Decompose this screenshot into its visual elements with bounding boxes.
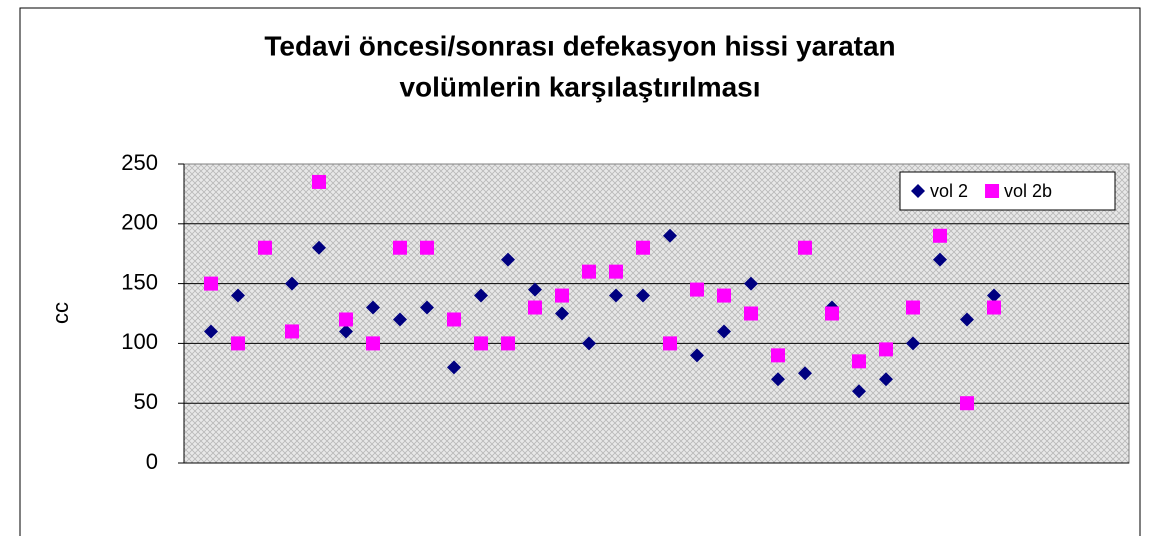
point bbox=[258, 240, 272, 255]
point bbox=[609, 264, 623, 279]
point bbox=[879, 342, 893, 357]
point bbox=[231, 336, 245, 351]
point bbox=[501, 336, 515, 351]
point bbox=[771, 348, 785, 363]
point bbox=[879, 372, 893, 387]
y-tick-label: 200 bbox=[121, 210, 158, 235]
point bbox=[393, 240, 407, 255]
point bbox=[906, 336, 920, 351]
point bbox=[204, 324, 218, 339]
point bbox=[231, 288, 245, 303]
point bbox=[609, 288, 623, 303]
point bbox=[987, 288, 1001, 303]
point bbox=[420, 300, 434, 315]
point bbox=[690, 282, 704, 297]
point bbox=[744, 276, 758, 291]
point bbox=[366, 336, 380, 351]
legend-marker bbox=[985, 184, 1000, 198]
point bbox=[987, 300, 1001, 315]
point bbox=[339, 324, 353, 339]
point bbox=[717, 288, 731, 303]
point bbox=[798, 240, 812, 255]
point bbox=[582, 264, 596, 279]
point bbox=[366, 300, 380, 315]
point bbox=[825, 306, 839, 321]
point bbox=[555, 288, 569, 303]
point bbox=[474, 336, 488, 351]
point bbox=[906, 300, 920, 315]
y-tick-label: 0 bbox=[146, 449, 158, 474]
point bbox=[285, 276, 299, 291]
point bbox=[933, 252, 947, 267]
point bbox=[960, 396, 974, 411]
chart-title: Tedavi öncesi/sonrası defekasyon hissi y… bbox=[264, 30, 895, 61]
point bbox=[663, 228, 677, 243]
point bbox=[636, 240, 650, 255]
chart-title: volümlerin karşılaştırılması bbox=[399, 71, 760, 102]
y-tick-label: 50 bbox=[134, 389, 158, 414]
point bbox=[690, 348, 704, 363]
point bbox=[798, 366, 812, 381]
point bbox=[285, 324, 299, 339]
point bbox=[204, 276, 218, 291]
point bbox=[420, 240, 434, 255]
legend-label: vol 2b bbox=[1004, 181, 1052, 201]
point bbox=[852, 384, 866, 399]
point bbox=[474, 288, 488, 303]
point bbox=[636, 288, 650, 303]
point bbox=[555, 306, 569, 321]
point bbox=[933, 228, 947, 243]
point bbox=[582, 336, 596, 351]
point bbox=[528, 300, 542, 315]
y-tick-label: 150 bbox=[121, 269, 158, 294]
point bbox=[339, 312, 353, 327]
point bbox=[447, 312, 461, 327]
point bbox=[663, 336, 677, 351]
point bbox=[501, 252, 515, 267]
point bbox=[960, 312, 974, 327]
point bbox=[717, 324, 731, 339]
y-tick-label: 250 bbox=[121, 150, 158, 175]
legend-marker bbox=[911, 184, 925, 198]
point bbox=[528, 282, 542, 297]
point bbox=[852, 354, 866, 369]
point bbox=[393, 312, 407, 327]
legend-label: vol 2 bbox=[930, 181, 968, 201]
point bbox=[744, 306, 758, 321]
legend-box bbox=[899, 171, 1116, 211]
y-tick-label: 100 bbox=[121, 329, 158, 354]
y-axis-label: cc bbox=[48, 302, 73, 324]
point bbox=[447, 360, 461, 375]
point bbox=[771, 372, 785, 387]
point bbox=[312, 174, 326, 189]
point bbox=[312, 240, 326, 255]
